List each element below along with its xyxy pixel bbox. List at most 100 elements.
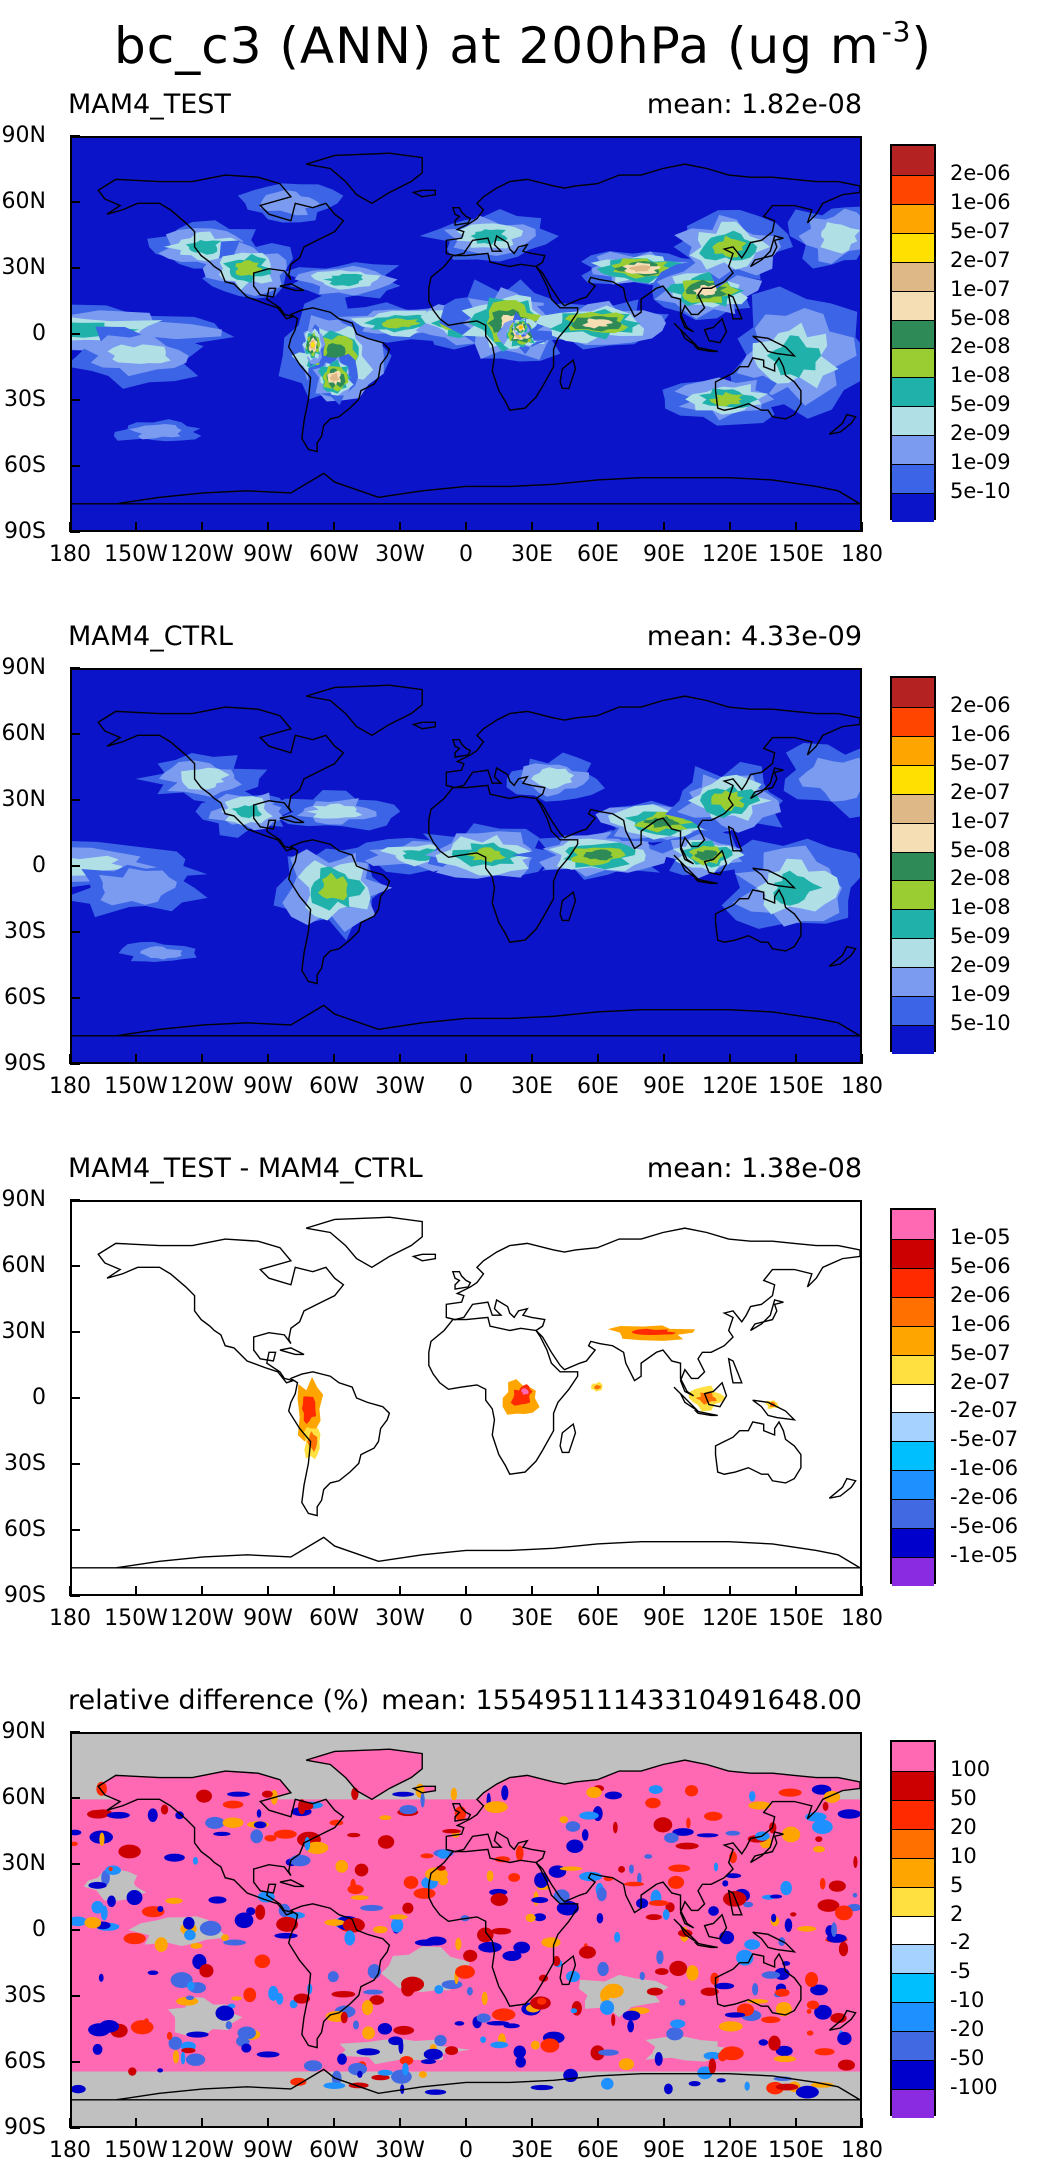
reldiff-speckle bbox=[221, 1934, 229, 1941]
lon-tick bbox=[663, 1586, 665, 1596]
colorbar-label: 5e-10 bbox=[950, 1011, 1011, 1036]
colorbar-label: -10 bbox=[950, 1988, 985, 2013]
colorbar-swatch bbox=[892, 1499, 934, 1529]
reldiff-speckle bbox=[354, 1863, 369, 1877]
reldiff-speckle bbox=[186, 2031, 209, 2038]
reldiff-speckle bbox=[441, 1980, 463, 1989]
colorbar-label: 1e-06 bbox=[950, 721, 1011, 746]
reldiff-speckle bbox=[231, 1996, 243, 2001]
lat-tick-label: 60S bbox=[4, 453, 46, 478]
field-layer bbox=[72, 183, 860, 442]
coastline-borneo bbox=[703, 1913, 728, 1940]
lon-tick bbox=[597, 522, 599, 532]
reldiff-speckle bbox=[324, 1919, 345, 1926]
reldiff-speckle bbox=[268, 1985, 279, 2001]
reldiff-speckle bbox=[600, 2000, 615, 2015]
reldiff-speckle bbox=[653, 1817, 673, 1833]
map-svg bbox=[72, 1734, 860, 2126]
lon-tick bbox=[465, 1586, 467, 1596]
reldiff-speckle bbox=[675, 1842, 699, 1850]
lon-tick-label: 60E bbox=[577, 1074, 619, 1099]
reldiff-speckle bbox=[434, 1985, 444, 1994]
lon-tick bbox=[663, 2118, 665, 2128]
reldiff-speckle bbox=[716, 2078, 726, 2083]
reldiff-speckle bbox=[423, 2048, 443, 2060]
lon-tick-label: 90E bbox=[643, 1074, 685, 1099]
reldiff-speckle bbox=[530, 2084, 554, 2091]
coastline-japan bbox=[749, 235, 784, 268]
lat-tick bbox=[70, 531, 80, 533]
coastline-new-zealand bbox=[828, 2009, 857, 2031]
reldiff-speckle bbox=[108, 1866, 113, 1872]
reldiff-speckle bbox=[147, 1970, 159, 1976]
lon-tick-label: 60W bbox=[309, 1074, 359, 1099]
reldiff-speckle bbox=[253, 1821, 267, 1829]
reldiff-speckle bbox=[305, 1841, 329, 1854]
reldiff-speckle bbox=[360, 1904, 384, 1911]
lat-tick-label: 30S bbox=[4, 1451, 46, 1476]
reldiff-speckle bbox=[513, 1941, 531, 1954]
reldiff-speckle bbox=[480, 2036, 487, 2044]
reldiff-speckle bbox=[175, 1811, 184, 1820]
lon-tick-label: 30W bbox=[375, 1606, 425, 1631]
lon-tick-label: 60E bbox=[577, 542, 619, 567]
map-plot-area bbox=[70, 1200, 862, 1596]
reldiff-speckle bbox=[213, 1831, 231, 1837]
reldiff-speckle bbox=[710, 1972, 719, 1985]
reldiff-speckle bbox=[744, 2081, 750, 2091]
lon-tick bbox=[69, 522, 71, 532]
lat-tick bbox=[70, 799, 80, 801]
colorbar bbox=[890, 676, 936, 1054]
reldiff-speckle bbox=[223, 1939, 247, 1946]
lon-tick bbox=[267, 2118, 269, 2128]
coastline-antarctica bbox=[72, 472, 860, 505]
reldiff-speckle bbox=[361, 2000, 374, 2016]
reldiff-speckle bbox=[645, 1914, 662, 1921]
lat-tick-label: 60S bbox=[4, 1517, 46, 1542]
lon-tick-label: 180 bbox=[841, 1606, 883, 1631]
reldiff-speckle bbox=[402, 1902, 414, 1914]
panel-mean: mean: 1.38e-08 bbox=[646, 1153, 862, 1184]
field-contour bbox=[470, 229, 508, 245]
colorbar-swatch bbox=[892, 1296, 934, 1326]
reldiff-speckle bbox=[725, 1873, 742, 1879]
coastline-uk bbox=[451, 738, 472, 758]
reldiff-speckle bbox=[708, 1906, 719, 1916]
reldiff-speckle bbox=[541, 1937, 561, 1948]
reldiff-speckle bbox=[348, 2062, 368, 2076]
coastline-australia bbox=[714, 1420, 802, 1484]
coastline-south-america bbox=[287, 1371, 391, 1517]
lon-tick bbox=[795, 522, 797, 532]
reldiff-speckle bbox=[208, 1896, 227, 1904]
field-contour bbox=[129, 423, 182, 440]
reldiff-speckle bbox=[565, 1970, 581, 1983]
lat-tick-label: 60N bbox=[1, 1785, 46, 1810]
reldiff-speckle bbox=[853, 1855, 858, 1869]
lat-tick bbox=[70, 733, 80, 735]
reldiff-speckle bbox=[515, 1845, 524, 1862]
reldiff-speckle bbox=[261, 1790, 273, 1798]
lon-tick bbox=[399, 1054, 401, 1064]
colorbar-label: 2e-06 bbox=[950, 160, 1011, 185]
reldiff-speckle bbox=[648, 1900, 669, 1907]
field-contour bbox=[628, 265, 651, 273]
coastline-eurasia bbox=[445, 163, 860, 333]
lon-tick bbox=[861, 1586, 863, 1596]
lat-tick bbox=[70, 399, 80, 401]
lon-tick bbox=[861, 1054, 863, 1064]
colorbar-label: 1e-08 bbox=[950, 363, 1011, 388]
lon-tick bbox=[795, 1054, 797, 1064]
reldiff-speckle bbox=[552, 1955, 561, 1967]
colorbar-swatch bbox=[892, 880, 934, 910]
coastline-new-guinea bbox=[752, 1931, 797, 1953]
colorbar-swatch bbox=[892, 1210, 934, 1239]
lon-tick bbox=[201, 1586, 203, 1596]
colorbar-swatch bbox=[892, 1354, 934, 1384]
lon-tick bbox=[531, 1586, 533, 1596]
coastline-philippines bbox=[727, 1357, 743, 1384]
lon-tick bbox=[729, 2118, 731, 2128]
reldiff-speckle bbox=[579, 1946, 596, 1959]
reldiff-speckle bbox=[256, 2051, 280, 2058]
colorbar bbox=[890, 1740, 936, 2118]
lon-tick-label: 120E bbox=[702, 1606, 758, 1631]
